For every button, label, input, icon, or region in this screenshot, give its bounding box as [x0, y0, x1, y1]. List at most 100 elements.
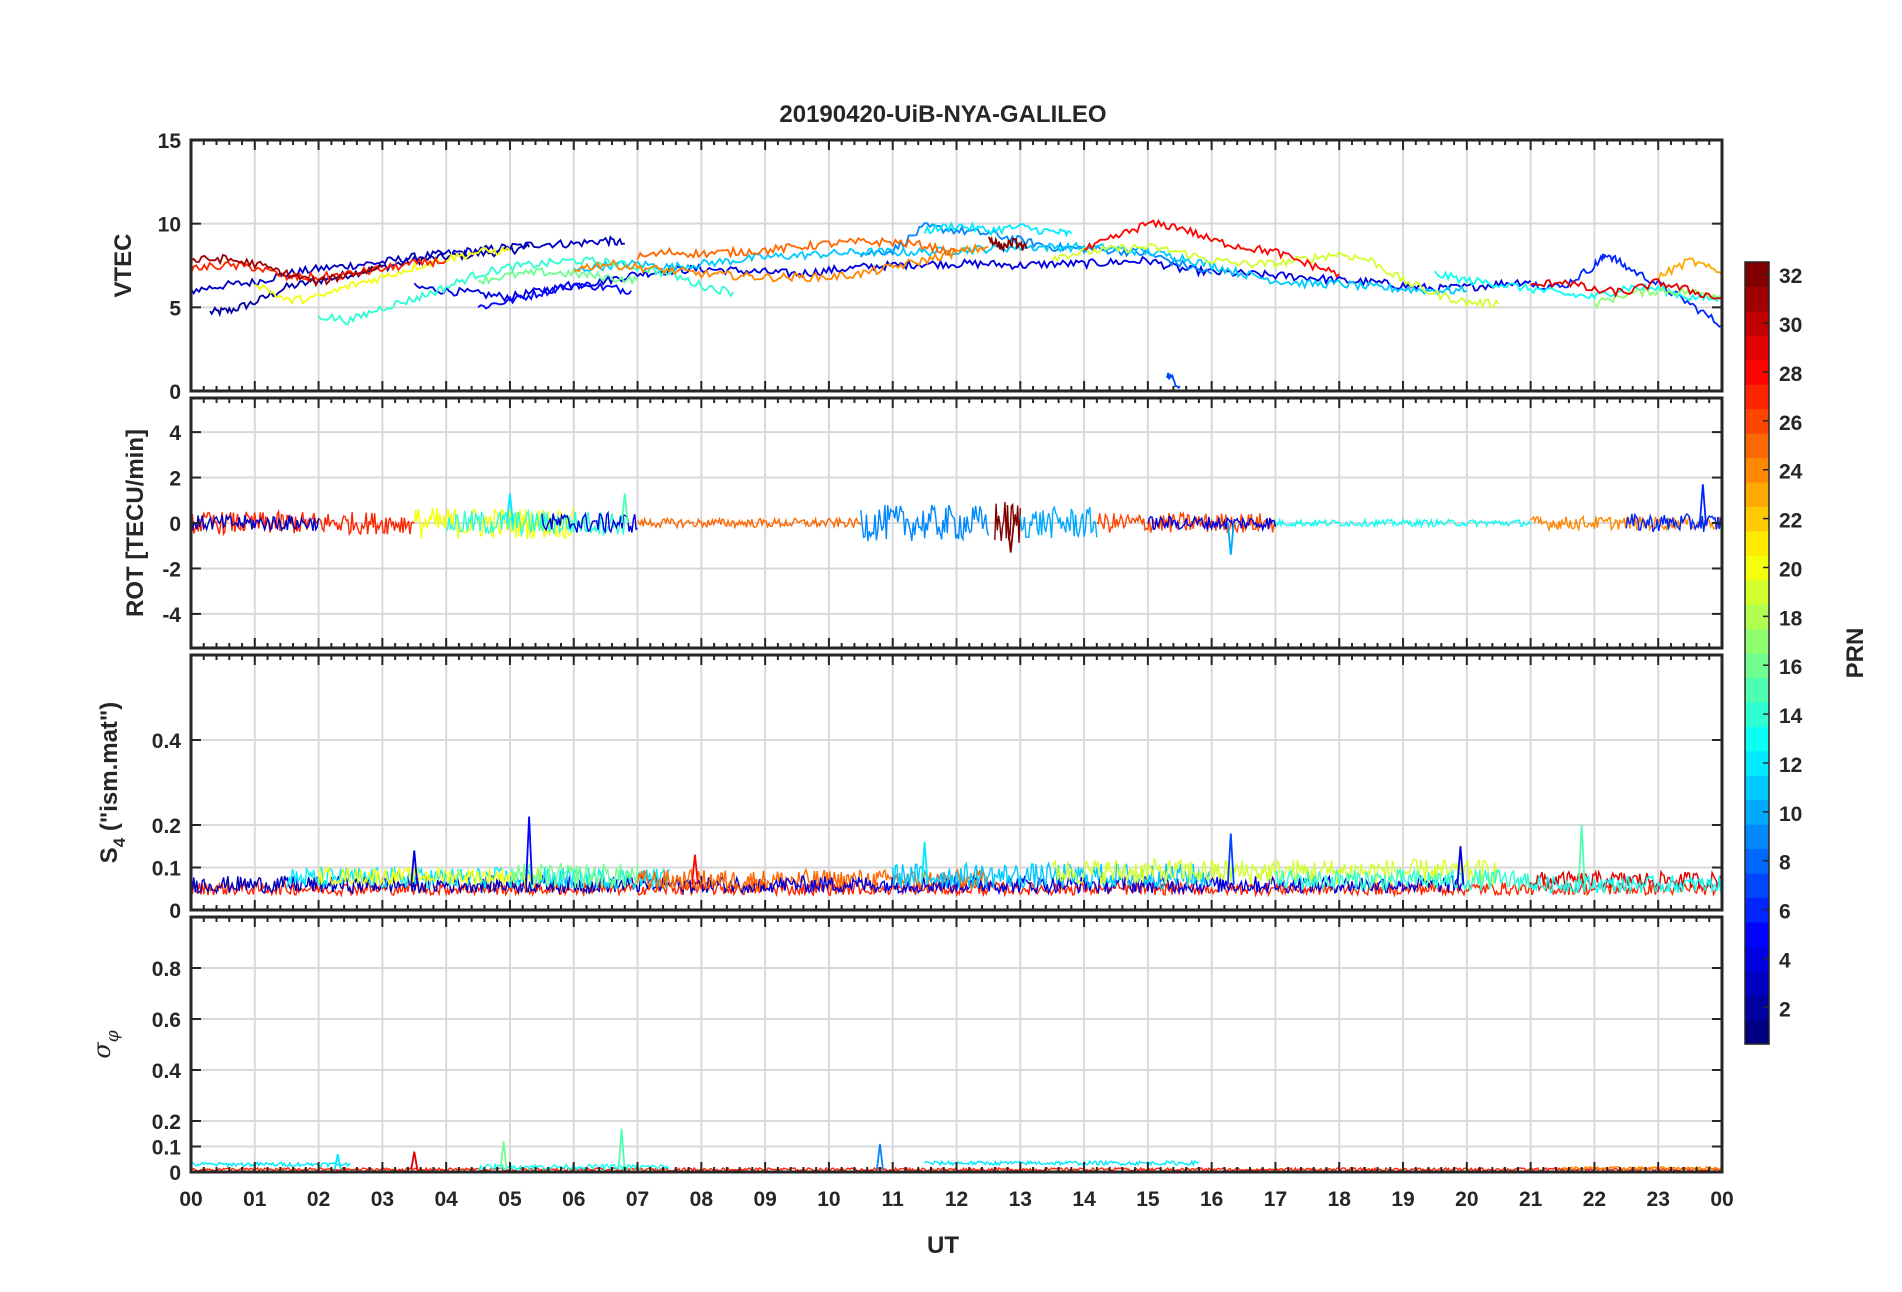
x-tick-label: 19: [1391, 1188, 1414, 1211]
y-tick-label: 0.2: [152, 815, 181, 838]
x-tick-label: 14: [1072, 1188, 1096, 1211]
x-tick-label: 10: [817, 1188, 840, 1211]
series-noise-prn-16: [509, 863, 639, 889]
colorbar-label: PRN: [1842, 628, 1869, 679]
colorbar-tick-label: 32: [1779, 265, 1802, 288]
y-axis-label-rest: ("ism.mat"): [96, 702, 123, 838]
x-tick-label: 09: [753, 1188, 776, 1211]
colorbar-segment: [1745, 530, 1769, 556]
chart-title: 20190420-UiB-NYA-GALILEO: [779, 101, 1106, 128]
series-line-prn-16: [477, 267, 639, 286]
series-noise-prn-10: [1019, 505, 1098, 539]
series-noise-prn-11: [892, 861, 1212, 890]
series-spike-prn-29: [410, 1151, 419, 1170]
series-line-prn-7: [1166, 372, 1181, 390]
y-axis-label-s4: S4 ("ism.mat"): [96, 702, 129, 864]
colorbar-segment: [1745, 384, 1769, 410]
x-tick-label: 18: [1328, 1188, 1352, 1211]
y-tick-label: 10: [158, 214, 181, 237]
series-spike-prn-12: [920, 841, 929, 885]
colorbar-tick-label: 28: [1779, 363, 1803, 386]
x-tick-label: 03: [371, 1188, 394, 1211]
series-line-prn-25: [636, 236, 958, 261]
y-tick-label: -2: [162, 558, 181, 581]
colorbar-frame: [1744, 261, 1770, 1045]
y-tick-label: 0.6: [152, 1009, 181, 1032]
series-line-prn-13: [1434, 270, 1722, 303]
series-spike-prn-6: [1698, 484, 1707, 524]
y-tick-label: 4: [169, 422, 181, 445]
series-line-prn-19: [1051, 242, 1500, 309]
series-noise-prn-13: [1274, 516, 1532, 529]
y-axis-label-rot: ROT [TECU/min]: [122, 429, 149, 617]
colorbar-segment: [1745, 628, 1769, 654]
series-noise-prn-25: [636, 516, 862, 530]
y-tick-label: 0: [169, 381, 181, 404]
x-tick-label: 00: [179, 1188, 202, 1211]
x-tick-label: 02: [307, 1188, 330, 1211]
series-spike-prn-15: [617, 1128, 626, 1170]
series-line-prn-32: [987, 235, 1028, 254]
colorbar-tick-label: 14: [1779, 705, 1803, 728]
panel-rot: -4 -2 0 2 4 ROT [TECU/min]: [122, 396, 1724, 650]
series-group-s4: [191, 816, 1722, 898]
series-group-vtec: [191, 218, 1722, 390]
y-tick-label: 0: [169, 513, 181, 536]
colorbar-tick-label: 22: [1779, 510, 1802, 533]
y-axis-label-vtec: VTEC: [110, 233, 137, 297]
y-tick-label: 0: [169, 900, 181, 923]
panel-sigphi: 00.1 0.2 0.4 0.6 0.8 σφ: [88, 915, 1724, 1185]
grid-vtec: [190, 139, 1723, 392]
x-tick-label: 15: [1136, 1188, 1160, 1211]
x-axis: 00 01 02 03 04 05 06 07 08 09 10 11 12 13 14 15 16 17 18 19…: [179, 1188, 1733, 1211]
colorbar-tick-label: 12: [1779, 754, 1802, 777]
colorbar-segment: [1745, 335, 1769, 361]
colorbar-segment: [1745, 677, 1769, 703]
colorbar-segment: [1745, 726, 1769, 752]
series-noise-prn-4: [1147, 515, 1277, 533]
series-line-prn-23: [1657, 257, 1722, 281]
series-line-prn-14: [317, 256, 734, 326]
series-noise-prn-32: [994, 502, 1021, 543]
series-line-prn-28: [1084, 218, 1340, 279]
y-tick-label: 0.4: [152, 1060, 182, 1083]
series-noise-prn-4: [541, 510, 638, 535]
series-spike-prn-28: [691, 854, 699, 885]
y-tick-label: 0.8: [152, 958, 182, 981]
x-tick-label: 13: [1009, 1188, 1032, 1211]
ticks-rot: -4 -2 0 2 4: [162, 398, 1723, 648]
series-line-prn-20: [254, 246, 511, 306]
colorbar-segment: [1745, 481, 1769, 507]
y-axis-label-subscript: φ: [103, 1030, 123, 1042]
colorbar-segment: [1745, 579, 1769, 605]
series-noise-prn-24: [1562, 1165, 1722, 1172]
series-spike-prn-9: [876, 1143, 884, 1170]
x-tick-label: 22: [1583, 1188, 1606, 1211]
colorbar-segment: [1745, 921, 1769, 947]
panel-vtec: 0 5 10 15 VTEC: [110, 130, 1724, 404]
colorbar-segment: [1745, 286, 1769, 312]
series-line-prn-31: [191, 253, 383, 288]
panel-s4: 0 0.1 0.2 0.4 S4 ("ism.mat"): [96, 653, 1724, 923]
colorbar-tick-label: 16: [1779, 656, 1802, 679]
ticks-s4: 0 0.1 0.2 0.4: [152, 655, 1723, 923]
y-axis-label-sigphi: σφ: [88, 1030, 123, 1058]
series-noise-prn-13: [1529, 874, 1722, 895]
y-tick-label: 0.4: [152, 730, 182, 753]
x-tick-label: 20: [1455, 1188, 1478, 1211]
series-spike-prn-5: [525, 816, 533, 885]
series-noise-prn-12: [286, 865, 670, 891]
x-tick-label: 00: [1710, 1188, 1733, 1211]
series-noise-prn-19: [1051, 856, 1500, 885]
series-line-prn-6: [1529, 253, 1722, 328]
colorbar-tick-label: 30: [1779, 314, 1802, 337]
colorbar-segment: [1745, 824, 1769, 850]
series-line-prn-9: [860, 222, 1213, 275]
series-noise-prn-27: [191, 879, 1722, 898]
series-spike-prn-15: [1577, 824, 1586, 885]
y-tick-label: -4: [162, 604, 181, 627]
y-axis-label-main: S: [96, 847, 123, 863]
